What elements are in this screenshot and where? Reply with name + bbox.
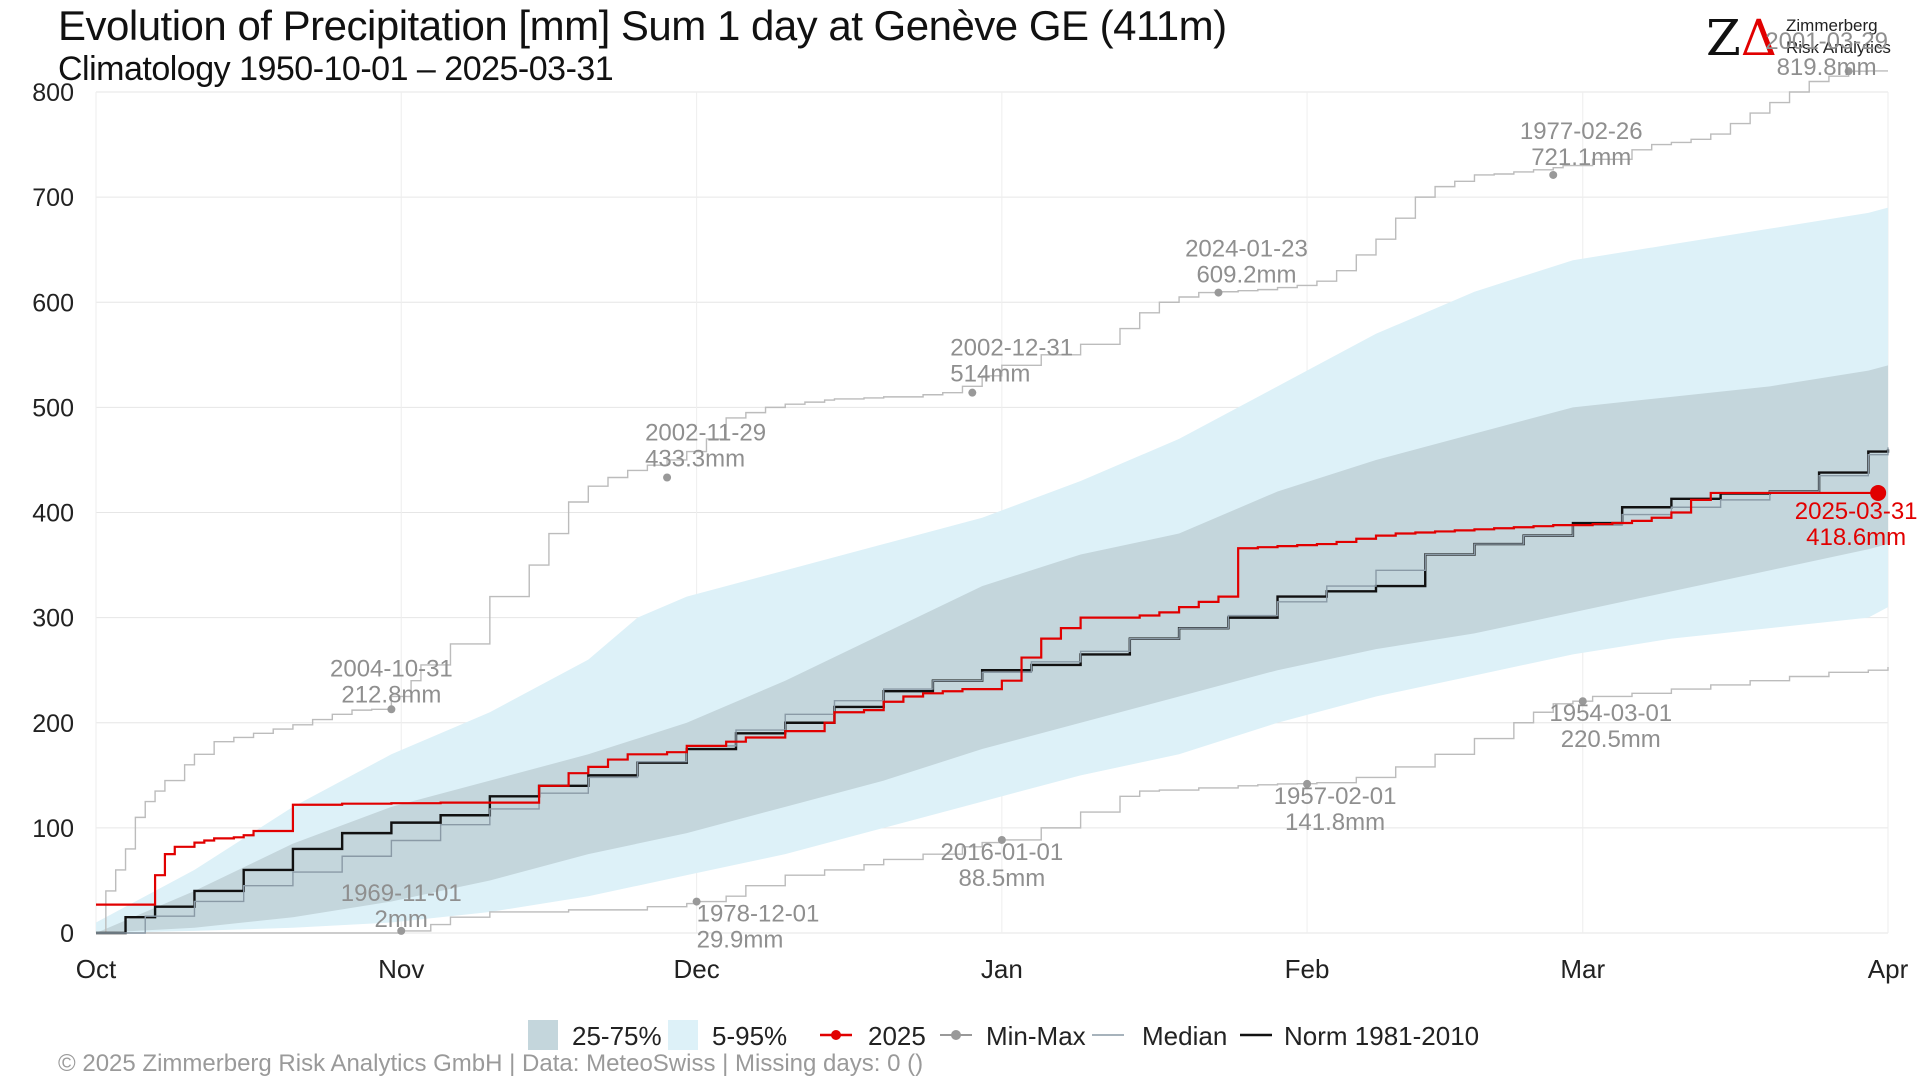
annotation-dot-2002-11-29 — [663, 473, 672, 482]
annotation-date-1977-02-26: 1977-02-26 — [1520, 118, 1643, 145]
xtick-label-mar: Mar — [1560, 954, 1605, 984]
annotation-date-2004-10-31: 2004-10-31 — [330, 655, 453, 682]
series-max — [96, 70, 1888, 934]
axes: 0 100 200 300 400 500 600 700 800 Oct Nov Dec Jan Feb… — [32, 79, 1908, 984]
footer-credit: © 2025 Zimmerberg Risk Analytics GmbH | … — [58, 1050, 924, 1077]
annotation-value-2024-01-23: 609.2mm — [1196, 262, 1296, 289]
legend-label-2025: 2025 — [868, 1021, 926, 1051]
annotation-dot-1954-03-01 — [1578, 697, 1587, 706]
annotation-value-1957-02-01: 141.8mm — [1285, 809, 1385, 836]
company-logo: ZΔ Zimmerberg Risk Analytics — [1706, 10, 1906, 66]
annotation-value-1969-11-01: 2mm — [375, 906, 428, 933]
annotation-dot-2016-01-01 — [997, 835, 1006, 844]
legend: 25-75% 5-95% 2025 Min-Max Median Norm 19… — [528, 1020, 1479, 1051]
ytick-label-700: 700 — [32, 184, 74, 212]
ytick-label-800: 800 — [32, 79, 74, 107]
ytick-label-100: 100 — [32, 815, 74, 843]
annotation-value-2025-03-31: 418.6mm — [1806, 524, 1906, 551]
band-25-75 — [96, 365, 1888, 933]
legend-label-norm: Norm 1981-2010 — [1284, 1021, 1479, 1051]
annotation-date-2024-01-23: 2024-01-23 — [1185, 236, 1308, 263]
series-lines — [96, 70, 1890, 935]
series-2025 — [96, 491, 1879, 906]
xtick-label-dec: Dec — [673, 954, 719, 984]
series-median — [96, 447, 1889, 934]
chart-title: Evolution of Precipitation [mm] Sum 1 da… — [58, 2, 1227, 49]
annotation-value-2002-11-29: 433.3mm — [645, 445, 745, 472]
annotation-value-1954-03-01: 220.5mm — [1561, 726, 1661, 753]
ytick-label-0: 0 — [60, 920, 74, 948]
annotation-value-1977-02-26: 721.1mm — [1531, 144, 1631, 171]
annotation-date-2002-11-29: 2002-11-29 — [645, 419, 766, 446]
legend-label-median: Median — [1142, 1021, 1227, 1051]
annotation-date-2001-03-29: 2001-03-29 — [1765, 28, 1888, 55]
logo-line1: Zimmerberg — [1786, 16, 1878, 35]
ytick-label-500: 500 — [32, 394, 74, 422]
annotation-date-1978-12-01: 1978-12-01 — [697, 901, 820, 928]
annotation-date-2016-01-01: 2016-01-01 — [940, 839, 1063, 866]
xtick-label-apr: Apr — [1868, 954, 1909, 984]
annotation-value-2004-10-31: 212.8mm — [341, 681, 441, 708]
annotation-date-1954-03-01: 1954-03-01 — [1549, 700, 1672, 727]
ytick-label-300: 300 — [32, 605, 74, 633]
legend-swatch-5-95 — [668, 1020, 698, 1050]
za-logo-icon: ZΔ — [1706, 9, 1777, 67]
legend-label-min-max: Min-Max — [986, 1021, 1086, 1051]
band-5-95 — [96, 207, 1888, 933]
xtick-label-oct: Oct — [76, 954, 117, 984]
xtick-label-nov: Nov — [378, 954, 424, 984]
annotation-dot-2025-03-31 — [1870, 484, 1887, 501]
ytick-label-600: 600 — [32, 289, 74, 317]
ytick-label-400: 400 — [32, 500, 74, 528]
bands — [96, 207, 1888, 933]
logo-line2: Risk Analytics — [1786, 38, 1891, 57]
ytick-label-200: 200 — [32, 710, 74, 738]
legend-swatch-25-75 — [528, 1020, 558, 1050]
annotation-dot-1977-02-26 — [1549, 170, 1558, 179]
annotation-value-1978-12-01: 29.9mm — [697, 927, 784, 954]
annotation-date-2002-12-31: 2002-12-31 — [950, 335, 1073, 362]
annotation-dot-1957-02-01 — [1303, 779, 1312, 788]
annotation-dot-1969-11-01 — [397, 926, 406, 935]
annotation-date-2025-03-31: 2025-03-31 — [1795, 498, 1918, 525]
xtick-label-feb: Feb — [1285, 954, 1330, 984]
legend-label-25-75: 25-75% — [572, 1021, 662, 1051]
annotation-dot-2004-10-31 — [387, 705, 396, 714]
precipitation-chart: 0 100 200 300 400 500 600 700 800 Oct Nov Dec Jan Feb… — [32, 28, 1918, 984]
legend-dot-min-max — [951, 1030, 961, 1040]
annotation-dot-2024-01-23 — [1214, 288, 1223, 297]
legend-dot-2025 — [831, 1030, 841, 1040]
annotation-date-1969-11-01: 1969-11-01 — [341, 880, 462, 907]
annotation-value-2001-03-29: 819.8mm — [1777, 54, 1877, 81]
annotation-date-1957-02-01: 1957-02-01 — [1274, 783, 1397, 810]
legend-label-5-95: 5-95% — [712, 1021, 787, 1051]
annotation-dot-2002-12-31 — [968, 388, 977, 397]
annotation-value-2002-12-31: 514mm — [950, 361, 1030, 388]
xtick-label-jan: Jan — [981, 954, 1023, 984]
chart-subtitle: Climatology 1950-10-01 – 2025-03-31 — [58, 50, 614, 88]
logo-text: Zimmerberg Risk Analytics — [1786, 15, 1891, 59]
annotation-dot-2001-03-29 — [1844, 67, 1853, 76]
annotation-value-2016-01-01: 88.5mm — [958, 865, 1045, 892]
annotation-dot-1978-12-01 — [692, 897, 701, 906]
